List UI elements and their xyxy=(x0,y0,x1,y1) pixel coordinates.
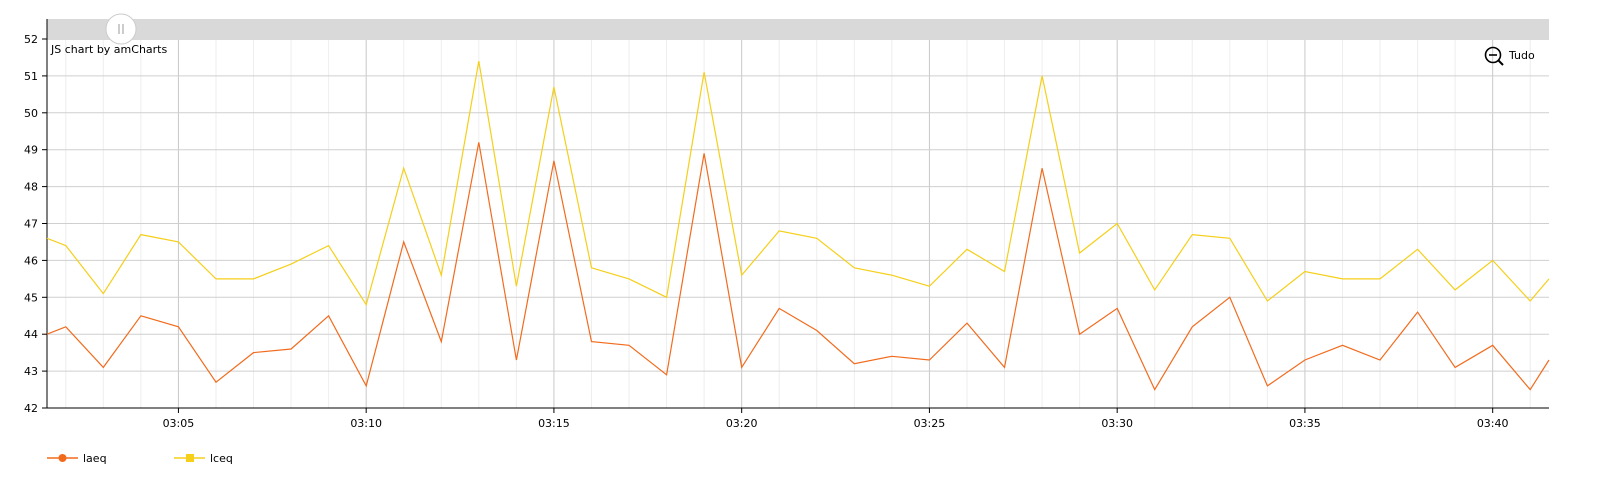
y-tick-label: 44 xyxy=(24,328,38,341)
x-tick-label: 03:20 xyxy=(726,417,758,430)
scrollbar-track[interactable] xyxy=(47,19,1549,40)
scrollbar-grip[interactable] xyxy=(106,14,136,44)
series-line-lceq[interactable] xyxy=(47,61,1549,305)
y-tick-label: 50 xyxy=(24,107,38,120)
chart-axes xyxy=(47,19,1549,408)
chart-scrollbar[interactable] xyxy=(47,14,1549,44)
legend-label: laeq xyxy=(83,452,107,465)
x-tick-label: 03:05 xyxy=(163,417,195,430)
zoom-out-label[interactable]: Tudo xyxy=(1508,49,1535,62)
legend-square-marker xyxy=(186,454,194,462)
y-tick-label: 47 xyxy=(24,218,38,231)
y-axis-labels: 42 43 44 45 46 47 48 49 50 51 52 xyxy=(24,33,47,415)
y-tick-label: 42 xyxy=(24,402,38,415)
y-tick-label: 51 xyxy=(24,70,38,83)
y-tick-label: 43 xyxy=(24,365,38,378)
chart-credit[interactable]: JS chart by amCharts xyxy=(50,43,167,56)
x-axis-labels: 03:05 03:10 03:15 03:20 03:25 03:30 03:35 03:40 xyxy=(163,408,1509,430)
y-tick-label: 48 xyxy=(24,181,38,194)
x-tick-label: 03:40 xyxy=(1477,417,1509,430)
y-tick-label: 46 xyxy=(24,254,38,267)
chart-series xyxy=(47,61,1549,390)
legend-label: lceq xyxy=(210,452,233,465)
y-tick-label: 52 xyxy=(24,33,38,46)
chart-legend: laeq lceq xyxy=(47,452,233,465)
legend-item-lceq[interactable]: lceq xyxy=(174,452,233,465)
series-line-laeq[interactable] xyxy=(47,142,1549,389)
x-tick-label: 03:30 xyxy=(1101,417,1133,430)
zoom-out-icon[interactable] xyxy=(1486,48,1504,66)
y-tick-label: 45 xyxy=(24,291,38,304)
x-tick-label: 03:10 xyxy=(350,417,382,430)
x-tick-label: 03:25 xyxy=(914,417,946,430)
y-tick-label: 49 xyxy=(24,144,38,157)
x-tick-label: 03:15 xyxy=(538,417,570,430)
legend-circle-marker xyxy=(59,454,67,462)
x-tick-label: 03:35 xyxy=(1289,417,1321,430)
legend-item-laeq[interactable]: laeq xyxy=(47,452,107,465)
